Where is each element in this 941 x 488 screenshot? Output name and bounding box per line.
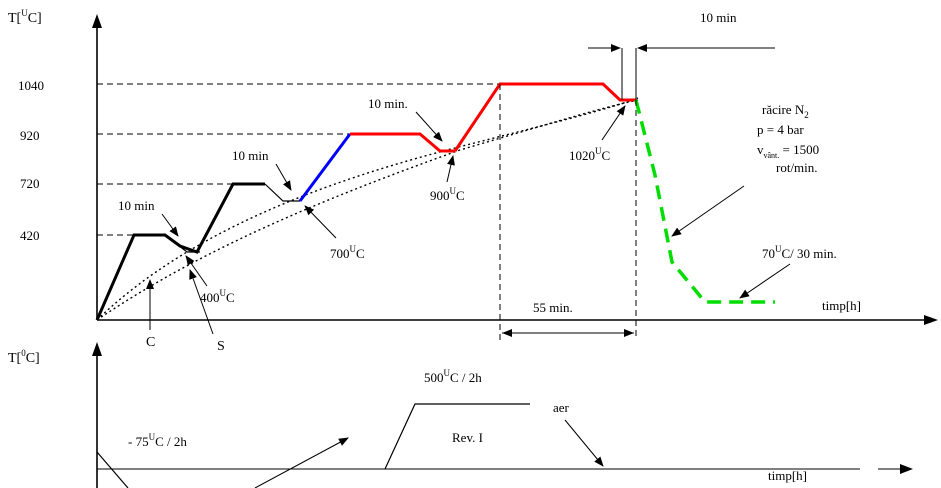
tempering-profile <box>384 403 530 470</box>
subzero-profile <box>96 451 129 488</box>
label-tempering: 500UC / 2h <box>424 368 482 385</box>
core-temperature-curve <box>96 97 639 321</box>
y-tick-920: 920 <box>20 128 40 143</box>
top-y-axis-label: T[UC] <box>8 8 42 26</box>
cooling-note-line1: răcire N2 <box>762 102 809 120</box>
top-x-axis-label: timp[h] <box>822 298 861 313</box>
leader-700c <box>304 205 337 239</box>
label-10min-stage1: 10 min <box>118 198 155 213</box>
label-400c: 400UC <box>200 288 235 305</box>
leader-cooling-note <box>671 185 745 237</box>
heating-stage-red-1040 <box>453 82 636 152</box>
top-x-axis-arrow <box>924 315 938 325</box>
label-rev-i: Rev. I <box>452 430 483 445</box>
leader-10min-stage1 <box>161 213 179 237</box>
top-y-axis-arrow <box>92 14 102 28</box>
bottom-x-axis-label: timp[h] <box>768 468 807 483</box>
label-700c: 700UC <box>330 244 365 261</box>
label-subzero: - 75UC / 2h <box>128 432 187 449</box>
heating-stage-red-920 <box>350 132 455 153</box>
label-70c-30min: 70UC/ 30 min. <box>762 244 837 261</box>
label-10min-stage2: 10 min <box>232 148 269 163</box>
bottom-y-axis-arrow <box>92 342 102 356</box>
y-tick-1040: 1040 <box>18 78 44 93</box>
cooling-note-line2: p = 4 bar <box>757 122 804 137</box>
label-core-c: C <box>146 335 155 350</box>
hold-400-black <box>164 234 200 253</box>
leader-70c <box>739 263 791 299</box>
top-chart: T[UC] 1040 920 720 420 55 min. <box>8 8 938 354</box>
hold-700-black <box>264 183 300 202</box>
cooling-note-line3: vvânt. = 1500 <box>757 142 819 160</box>
cooling-stage-green <box>634 99 775 304</box>
leader-surface-s <box>189 269 214 335</box>
dimension-55min-arrow-right <box>624 329 634 337</box>
y-tick-720: 720 <box>20 176 40 191</box>
leader-10min-stage3 <box>415 111 443 142</box>
label-900c: 900UC <box>430 186 465 203</box>
surface-temperature-curve <box>96 99 639 321</box>
heating-stage-blue <box>298 133 352 202</box>
label-55min: 55 min. <box>533 300 573 315</box>
subzero-arrow <box>254 437 349 488</box>
leader-900c <box>446 155 455 183</box>
bottom-y-axis-label: T[0C] <box>8 348 40 366</box>
label-1020c: 1020UC <box>569 146 610 163</box>
label-surface-s: S <box>217 339 225 354</box>
leader-10min-stage2 <box>275 163 292 191</box>
y-tick-420: 420 <box>20 228 40 243</box>
cooling-note-line4: rot/min. <box>776 160 818 175</box>
bottom-x-axis-arrow <box>900 464 913 474</box>
label-10min-top: 10 min <box>700 10 737 25</box>
leader-1020c <box>601 105 626 141</box>
leader-air <box>564 419 604 467</box>
bottom-chart: T[0C] timp[h] - 75UC / 2h 500UC / 2h Rev… <box>8 342 913 488</box>
dimension-10min-top-arrow-left <box>611 44 621 52</box>
label-10min-stage3: 10 min. <box>368 96 408 111</box>
dimension-10min-top-arrow-right <box>637 44 647 52</box>
dimension-55min-arrow-left <box>502 329 512 337</box>
label-air: aer <box>553 400 570 415</box>
